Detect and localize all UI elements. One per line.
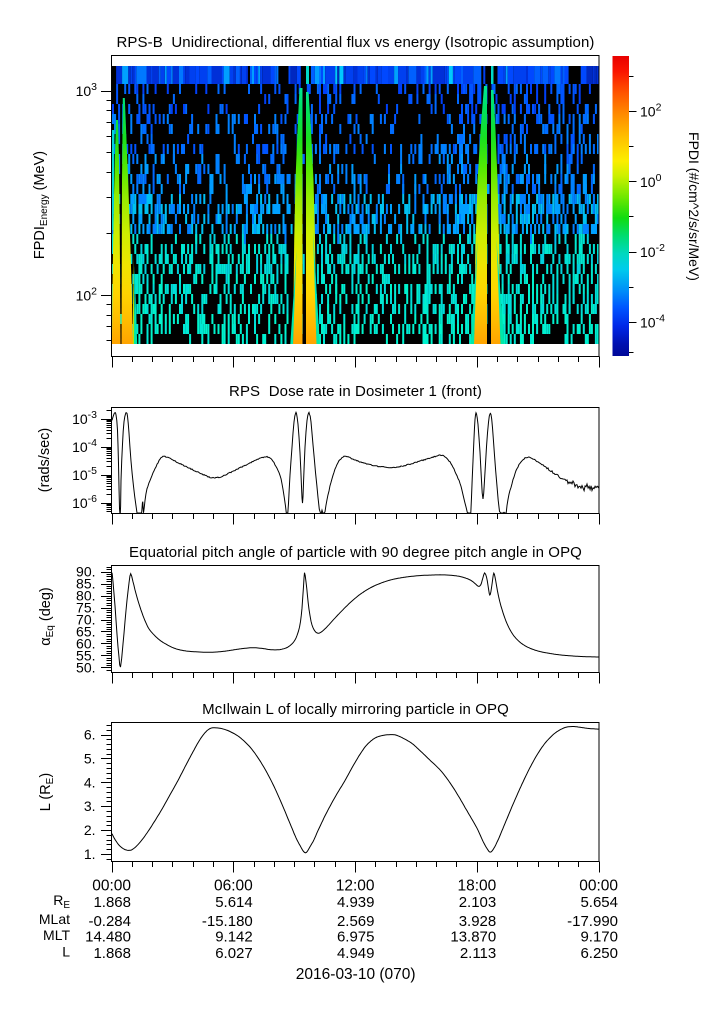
- svg-text:6.: 6.: [84, 727, 96, 743]
- svg-text:18:00: 18:00: [457, 878, 496, 895]
- svg-text:102: 102: [640, 102, 662, 120]
- svg-text:13.870: 13.870: [450, 929, 496, 946]
- svg-text:4.: 4.: [84, 774, 96, 790]
- svg-text:2.103: 2.103: [459, 894, 497, 911]
- svg-text:4.949: 4.949: [337, 945, 375, 962]
- svg-text:FPDIEnergy (MeV): FPDIEnergy (MeV): [32, 151, 50, 259]
- svg-text:3.928: 3.928: [459, 913, 497, 930]
- svg-text:-17.990: -17.990: [567, 913, 618, 930]
- svg-text:10-4: 10-4: [72, 437, 97, 455]
- svg-text:14.480: 14.480: [85, 929, 131, 946]
- svg-text:2.113: 2.113: [460, 945, 496, 962]
- svg-text:2.: 2.: [84, 822, 96, 838]
- svg-text:McIlwain L of locally mirrorin: McIlwain L of locally mirroring particle…: [202, 701, 509, 718]
- svg-text:5.654: 5.654: [580, 894, 618, 911]
- svg-text:3.: 3.: [84, 798, 96, 814]
- svg-text:(rads/sec): (rads/sec): [37, 428, 53, 492]
- svg-text:6.975: 6.975: [337, 929, 375, 946]
- svg-text:6.250: 6.250: [580, 945, 618, 962]
- svg-text:70.: 70.: [76, 612, 95, 628]
- svg-text:αEq (deg): αEq (deg): [38, 587, 56, 646]
- svg-text:00:00: 00:00: [92, 878, 131, 895]
- svg-text:10-3: 10-3: [72, 409, 97, 427]
- svg-text:1.868: 1.868: [93, 894, 131, 911]
- svg-text:1.868: 1.868: [93, 945, 131, 962]
- svg-text:9.142: 9.142: [215, 929, 253, 946]
- svg-text:60.: 60.: [76, 635, 95, 651]
- svg-text:5.614: 5.614: [215, 894, 253, 911]
- svg-text:-15.180: -15.180: [202, 913, 253, 930]
- svg-text:55.: 55.: [76, 647, 95, 663]
- svg-text:103: 103: [76, 81, 98, 99]
- svg-text:90.: 90.: [76, 564, 95, 580]
- svg-text:MLT: MLT: [43, 927, 70, 943]
- svg-text:-0.284: -0.284: [88, 913, 131, 930]
- svg-text:102: 102: [76, 285, 98, 303]
- svg-text:12:00: 12:00: [336, 878, 375, 895]
- svg-text:50.: 50.: [76, 659, 95, 675]
- svg-text:10-4: 10-4: [640, 312, 665, 330]
- svg-text:L (RE): L (RE): [38, 773, 56, 811]
- svg-text:5.: 5.: [84, 750, 96, 766]
- svg-text:00:00: 00:00: [579, 878, 618, 895]
- svg-text:RPS-B Unidirectional, differe: RPS-B Unidirectional, differential flux …: [116, 34, 594, 51]
- svg-text:RE: RE: [53, 892, 70, 911]
- svg-text:RPS Dose rate in Dosimeter 1: RPS Dose rate in Dosimeter 1 (front): [229, 383, 482, 400]
- svg-text:2016-03-10 (070): 2016-03-10 (070): [296, 966, 416, 983]
- svg-text:06:00: 06:00: [214, 878, 253, 895]
- svg-text:100: 100: [640, 172, 662, 190]
- svg-text:80.: 80.: [76, 588, 95, 604]
- svg-text:FPDI (#/cm^2/s/sr/MeV): FPDI (#/cm^2/s/sr/MeV): [686, 132, 702, 281]
- svg-text:MLat: MLat: [39, 911, 70, 927]
- svg-text:6.027: 6.027: [215, 945, 253, 962]
- svg-text:1.: 1.: [84, 846, 96, 862]
- svg-text:9.170: 9.170: [580, 929, 618, 946]
- svg-text:10-6: 10-6: [72, 493, 97, 511]
- svg-text:10-2: 10-2: [640, 242, 665, 260]
- svg-text:4.939: 4.939: [337, 894, 375, 911]
- svg-text:65.: 65.: [76, 623, 95, 639]
- svg-text:10-5: 10-5: [72, 465, 97, 483]
- svg-text:L: L: [62, 944, 70, 960]
- svg-text:2.569: 2.569: [337, 913, 375, 930]
- svg-text:Equatorial pitch angle of part: Equatorial pitch angle of particle with …: [129, 544, 582, 561]
- svg-text:75.: 75.: [76, 600, 95, 616]
- svg-text:85.: 85.: [76, 576, 95, 592]
